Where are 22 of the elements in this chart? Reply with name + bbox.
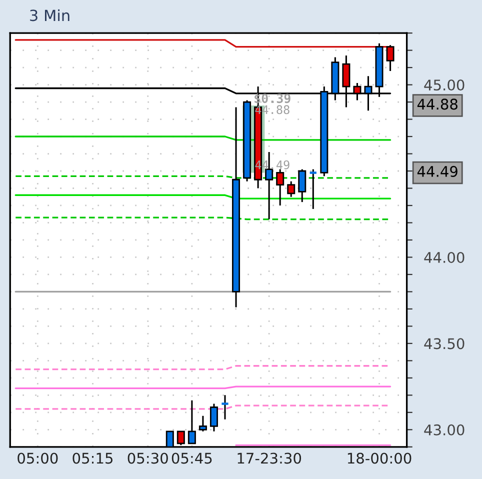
y-tick-label: 43.00: [424, 424, 464, 436]
candlestick: [298, 168, 306, 203]
candlestick: [220, 394, 230, 420]
candlestick: [198, 415, 207, 432]
y-tick-label: 45.00: [424, 80, 464, 91]
x-tick-label: 05:45: [172, 452, 212, 464]
chart-title: 3 Min: [30, 9, 70, 22]
candlestick: [276, 168, 284, 206]
candlestick: [188, 400, 196, 444]
text: 44.49: [417, 166, 458, 177]
y-tick-label: 43.50: [424, 338, 464, 350]
candlestick: [210, 403, 218, 432]
x-tick-label: 05:15: [72, 452, 113, 464]
x-tick-label: 05:30: [128, 452, 168, 464]
x-tick-label: 18-00:00: [348, 452, 412, 464]
x-tick-label: 05:00: [18, 452, 58, 464]
y-tick-label: 44.00: [424, 252, 464, 263]
text: 44.88: [417, 98, 458, 110]
candlestick: [386, 44, 394, 72]
candlestick: [308, 168, 318, 210]
x-tick-label: 17-23:30: [238, 452, 302, 464]
candlestick: [287, 180, 296, 198]
